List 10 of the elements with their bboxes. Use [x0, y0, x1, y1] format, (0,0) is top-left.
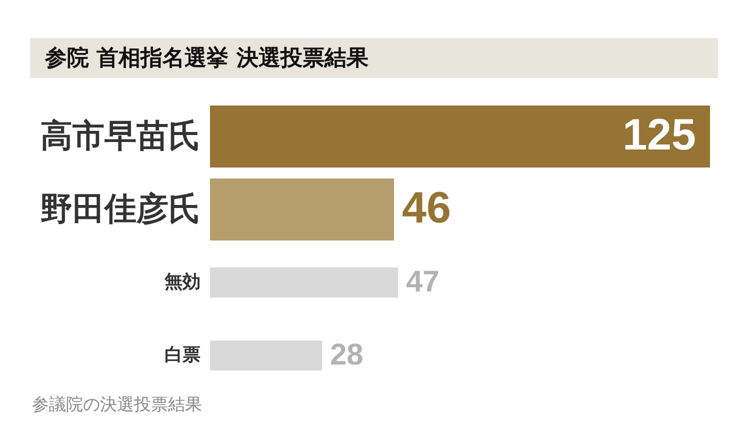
data-label: 125 — [622, 110, 696, 160]
chart-title: 参院 首相指名選挙 決選投票結果 — [44, 45, 370, 71]
text: 参議院の決選投票結果 — [32, 395, 202, 415]
data-label: 46 — [402, 184, 451, 232]
y-tick-label: 白票 — [164, 344, 200, 366]
y-tick-label: 高市早苗氏 — [40, 116, 200, 154]
y-tick-label: 野田佳彦氏 — [40, 190, 200, 228]
y-tick-label: 無効 — [164, 272, 200, 292]
data-label: 28 — [330, 338, 364, 372]
data-label: 47 — [406, 266, 440, 298]
